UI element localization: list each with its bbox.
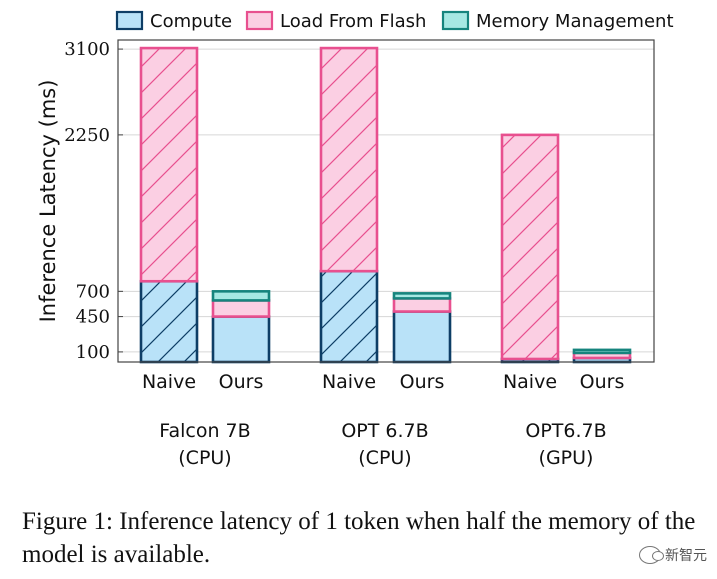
x-axis-labels: Naive Ours Falcon 7B (CPU) Naive Ours OPT 6.7B… — [142, 371, 624, 469]
ytick-label-100: 100 — [76, 342, 110, 363]
x-label-falcon-7b-naive: Naive — [142, 371, 196, 393]
group-label-opt-6-7b-line1: OPT 6.7B — [341, 420, 428, 442]
group-label-falcon-7b-line1: Falcon 7B — [159, 420, 250, 442]
bar-falcon-7b--cpu--naive-compute — [139, 279, 199, 364]
bars — [139, 46, 632, 364]
group-label-opt6-7b-line1: OPT6.7B — [525, 420, 606, 442]
ytick-label-700: 700 — [76, 281, 110, 302]
bar-falcon-7b--cpu--ours-load-from-flash — [211, 299, 271, 318]
y-axis-label: Inference Latency (ms) — [36, 80, 60, 323]
ytick-label-450: 450 — [76, 307, 110, 328]
x-label-opt6-7b-naive: Naive — [503, 371, 557, 393]
bar-opt6-7b--gpu--ours-memory-management — [572, 348, 632, 355]
wechat-icon — [639, 546, 664, 564]
bar-opt-6-7b--cpu--ours-compute — [392, 310, 452, 364]
legend-swatch-load-from-flash — [245, 10, 274, 31]
bar-opt-6-7b--cpu--naive-load-from-flash — [319, 46, 379, 273]
legend-item-compute: Compute — [115, 10, 232, 32]
x-label-opt-6-7b-naive: Naive — [322, 371, 376, 393]
group-label-opt-6-7b-line2: (CPU) — [358, 447, 411, 469]
legend-label-load-from-flash: Load From Flash — [280, 11, 426, 32]
bar-opt-6-7b--cpu--naive-compute — [319, 269, 379, 364]
bar-opt-6-7b--cpu--ours-memory-management — [392, 292, 452, 300]
x-label-opt6-7b-ours: Ours — [580, 371, 625, 393]
latency-chart: Compute Load From Flash Memory Managemen… — [36, 10, 674, 469]
plot-frame — [117, 39, 655, 363]
bar-falcon-7b--cpu--ours-memory-management — [211, 290, 271, 302]
legend: Compute Load From Flash Memory Managemen… — [115, 10, 674, 32]
legend-swatch-compute — [115, 10, 144, 31]
legend-label-memory-management: Memory Management — [476, 11, 674, 32]
bar-opt6-7b--gpu--naive-load-from-flash — [500, 133, 560, 361]
y-axis-ticks: 100 450 700 2250 3100 — [64, 39, 123, 363]
legend-item-load-from-flash: Load From Flash — [245, 10, 426, 32]
ytick-label-2250: 2250 — [64, 125, 110, 146]
legend-swatch-memory-management — [441, 10, 470, 31]
gridlines — [118, 48, 654, 353]
legend-item-memory-management: Memory Management — [441, 10, 674, 32]
figure-caption: Figure 1: Inference latency of 1 token w… — [22, 508, 696, 568]
legend-label-compute: Compute — [150, 11, 232, 32]
group-label-falcon-7b-line2: (CPU) — [178, 447, 231, 469]
ytick-label-3100: 3100 — [64, 39, 110, 60]
bar-falcon-7b--cpu--ours-compute — [211, 315, 271, 364]
watermark-text: 新智元 — [665, 548, 707, 564]
bar-falcon-7b--cpu--naive-load-from-flash — [139, 46, 199, 283]
group-label-opt6-7b-line2: (GPU) — [539, 447, 594, 469]
watermark: 新智元 — [639, 545, 707, 565]
x-label-opt-6-7b-ours: Ours — [400, 371, 445, 393]
x-label-falcon-7b-ours: Ours — [219, 371, 264, 393]
bar-opt-6-7b--cpu--ours-load-from-flash — [392, 297, 452, 313]
